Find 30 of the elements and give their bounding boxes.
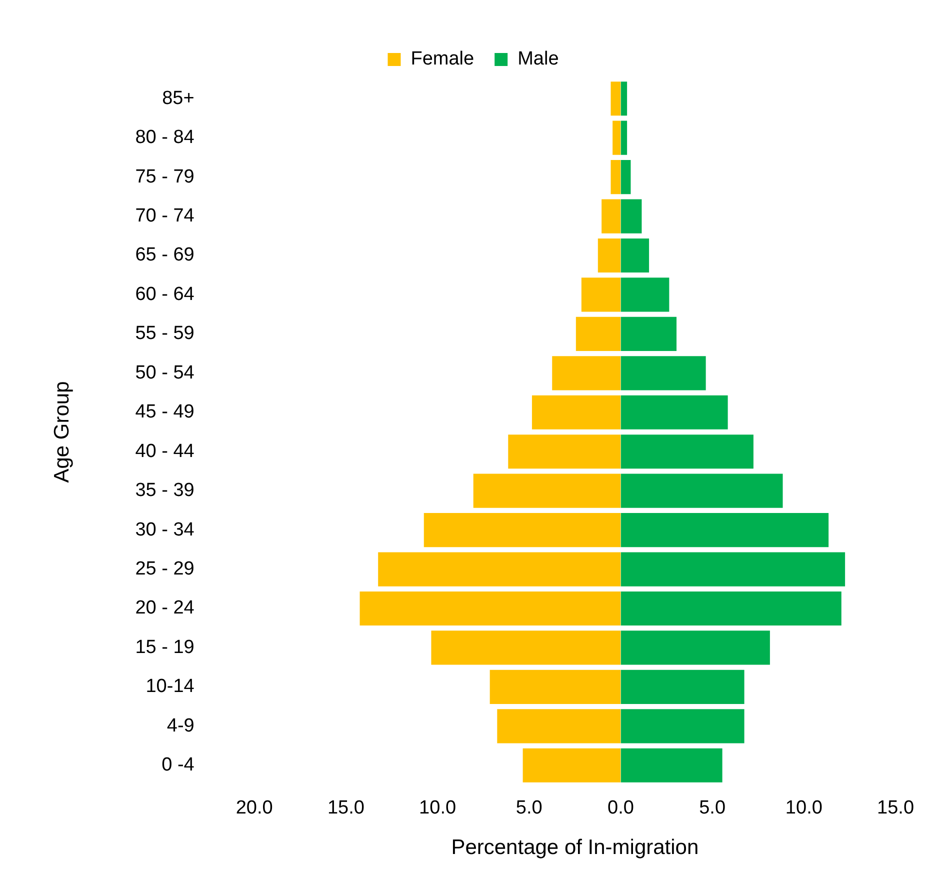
y-tick-label: 0 -4	[162, 754, 195, 776]
y-tick-label: 15 - 19	[135, 636, 194, 658]
x-tick-label: 15.0	[327, 798, 364, 819]
y-tick-label: 35 - 39	[135, 480, 194, 502]
y-tick-label: 55 - 59	[135, 323, 194, 344]
y-tick-label: 75 - 79	[135, 166, 194, 188]
y-tick-label: 70 - 74	[135, 206, 195, 227]
x-tick-label: 10.0	[785, 798, 822, 819]
legend-label: Male	[518, 48, 559, 70]
y-tick-label: 85+	[162, 88, 194, 109]
y-axis-title: Age Group	[50, 381, 74, 483]
x-tick-label: 20.0	[236, 798, 273, 819]
y-tick-label: 50 - 54	[135, 362, 195, 384]
x-tick-label: 15.0	[877, 798, 914, 819]
y-tick-label: 10-14	[146, 676, 195, 698]
y-tick-label: 65 - 69	[135, 244, 194, 266]
y-tick-label: 40 - 44	[135, 440, 195, 462]
y-tick-label: 20 - 24	[135, 598, 195, 619]
y-tick-label: 45 - 49	[135, 402, 194, 423]
x-tick-label: 10.0	[419, 798, 456, 819]
x-axis-title: Percentage of In-migration	[451, 836, 699, 860]
x-tick-label: 5.0	[516, 798, 542, 819]
x-tick-label: 5.0	[699, 798, 726, 819]
y-tick-label: 30 - 34	[135, 519, 195, 540]
x-tick-label: 0.0	[608, 798, 634, 819]
y-tick-label: 4-9	[166, 715, 194, 736]
y-tick-label: 80 - 84	[135, 127, 195, 148]
legend-label: Female	[410, 48, 474, 70]
y-tick-label: 25 - 29	[135, 558, 194, 580]
y-tick-label: 60 - 64	[135, 284, 195, 305]
